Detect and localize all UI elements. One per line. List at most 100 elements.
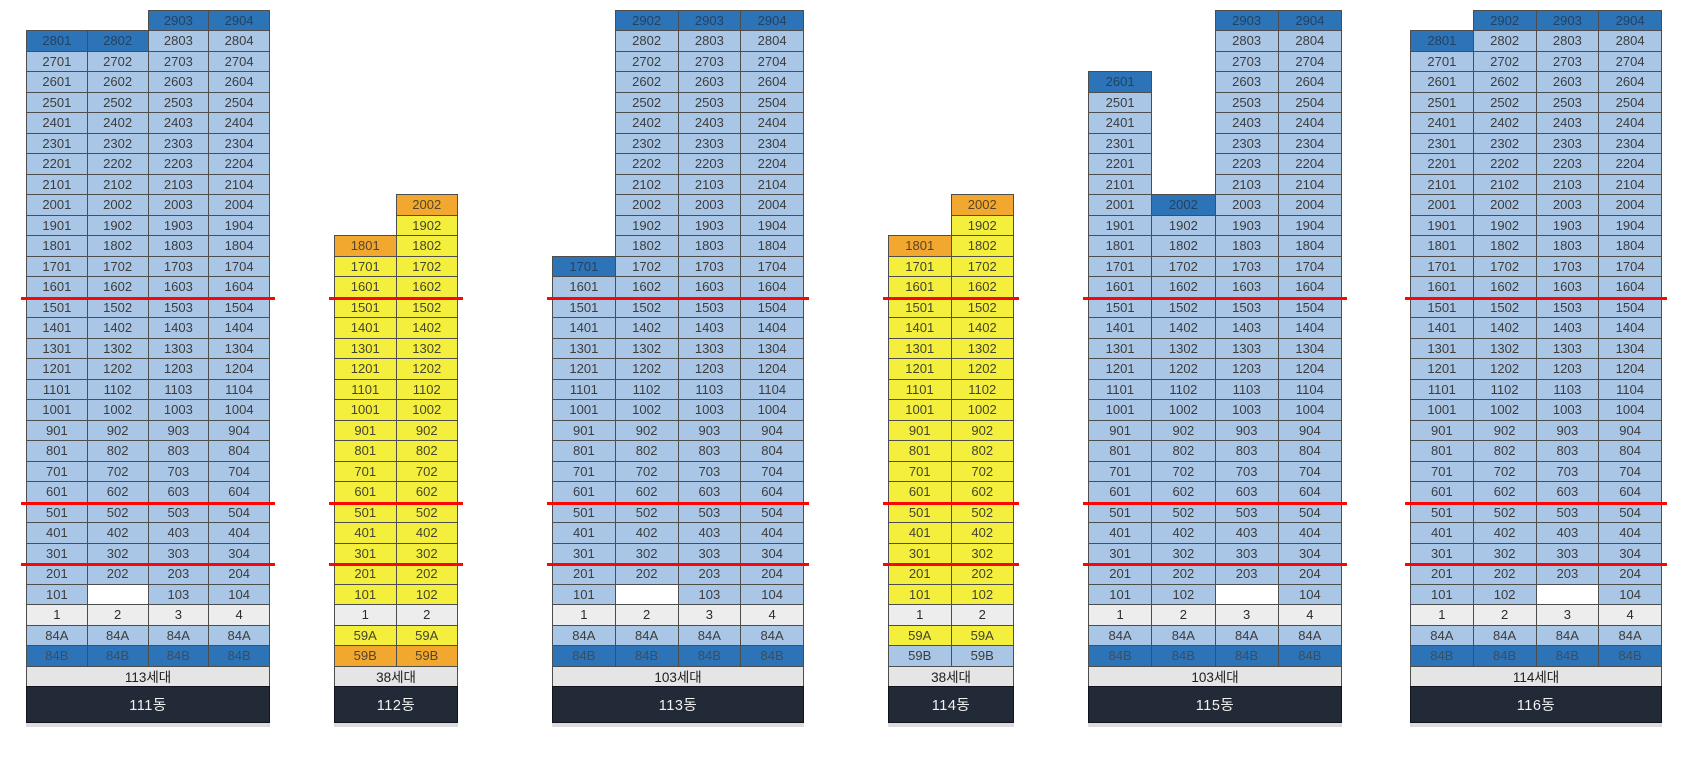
unit-cell-1701[interactable]: 1701 — [1410, 255, 1474, 277]
unit-cell-1501[interactable]: 1501 — [1088, 296, 1153, 318]
unit-cell-802[interactable]: 802 — [614, 440, 679, 462]
unit-cell-101[interactable]: 101 — [26, 583, 88, 605]
unit-cell-2504[interactable]: 2504 — [1598, 91, 1662, 113]
unit-cell-2301[interactable]: 2301 — [1088, 132, 1153, 154]
unit-cell-1001[interactable]: 1001 — [26, 399, 88, 421]
unit-cell-503[interactable]: 503 — [1214, 501, 1279, 523]
unit-cell-701[interactable]: 701 — [888, 460, 952, 482]
unit-cell-703[interactable]: 703 — [1214, 460, 1279, 482]
unit-cell-2401[interactable]: 2401 — [1088, 112, 1153, 134]
unit-cell-1502[interactable]: 1502 — [614, 296, 679, 318]
unit-cell-2502[interactable]: 2502 — [1472, 91, 1537, 113]
unit-cell-502[interactable]: 502 — [614, 501, 679, 523]
unit-cell-2704[interactable]: 2704 — [1598, 50, 1662, 72]
unit-cell-1804[interactable]: 1804 — [740, 235, 804, 257]
unit-cell-1004[interactable]: 1004 — [1598, 399, 1662, 421]
unit-cell-401[interactable]: 401 — [1088, 522, 1153, 544]
unit-cell-1302[interactable]: 1302 — [86, 337, 149, 359]
unit-cell-2704[interactable]: 2704 — [1277, 50, 1342, 72]
unit-cell-2104[interactable]: 2104 — [208, 173, 270, 195]
unit-cell-1302[interactable]: 1302 — [614, 337, 679, 359]
unit-cell-1902[interactable]: 1902 — [950, 214, 1014, 236]
unit-cell-801[interactable]: 801 — [1088, 440, 1153, 462]
unit-cell-1704[interactable]: 1704 — [1598, 255, 1662, 277]
unit-cell-1004[interactable]: 1004 — [1277, 399, 1342, 421]
unit-cell-404[interactable]: 404 — [740, 522, 804, 544]
unit-cell-2402[interactable]: 2402 — [1472, 112, 1537, 134]
unit-cell-1102[interactable]: 1102 — [395, 378, 458, 400]
unit-cell-301[interactable]: 301 — [552, 542, 616, 564]
unit-cell-2203[interactable]: 2203 — [1535, 153, 1600, 175]
unit-cell-1602[interactable]: 1602 — [1472, 276, 1537, 298]
unit-cell-1002[interactable]: 1002 — [950, 399, 1014, 421]
unit-cell-1603[interactable]: 1603 — [677, 276, 742, 298]
unit-cell-804[interactable]: 804 — [1277, 440, 1342, 462]
unit-cell-1104[interactable]: 1104 — [740, 378, 804, 400]
unit-cell-201[interactable]: 201 — [26, 563, 88, 585]
unit-cell-1801[interactable]: 1801 — [1088, 235, 1153, 257]
unit-cell-2204[interactable]: 2204 — [208, 153, 270, 175]
unit-cell-2202[interactable]: 2202 — [1472, 153, 1537, 175]
unit-cell-1004[interactable]: 1004 — [208, 399, 270, 421]
unit-cell-902[interactable]: 902 — [950, 419, 1014, 441]
unit-cell-402[interactable]: 402 — [1472, 522, 1537, 544]
unit-cell-1402[interactable]: 1402 — [1151, 317, 1216, 339]
unit-cell-2503[interactable]: 2503 — [677, 91, 742, 113]
unit-cell-2103[interactable]: 2103 — [147, 173, 210, 195]
unit-cell-804[interactable]: 804 — [1598, 440, 1662, 462]
unit-cell-504[interactable]: 504 — [208, 501, 270, 523]
unit-cell-1201[interactable]: 1201 — [1088, 358, 1153, 380]
unit-cell-1902[interactable]: 1902 — [614, 214, 679, 236]
unit-cell-2401[interactable]: 2401 — [26, 112, 88, 134]
unit-cell-602[interactable]: 602 — [1472, 481, 1537, 503]
unit-cell-2503[interactable]: 2503 — [1535, 91, 1600, 113]
unit-cell-2001[interactable]: 2001 — [1088, 194, 1153, 216]
unit-cell-1104[interactable]: 1104 — [208, 378, 270, 400]
unit-cell-1702[interactable]: 1702 — [614, 255, 679, 277]
unit-cell-402[interactable]: 402 — [395, 522, 458, 544]
unit-cell-1102[interactable]: 1102 — [86, 378, 149, 400]
unit-cell-301[interactable]: 301 — [334, 542, 397, 564]
unit-cell-2002[interactable]: 2002 — [1472, 194, 1537, 216]
unit-cell-2601[interactable]: 2601 — [1088, 71, 1153, 93]
unit-cell-1503[interactable]: 1503 — [1214, 296, 1279, 318]
unit-cell-2703[interactable]: 2703 — [1535, 50, 1600, 72]
unit-cell-804[interactable]: 804 — [740, 440, 804, 462]
unit-cell-1804[interactable]: 1804 — [1598, 235, 1662, 257]
unit-cell-1101[interactable]: 1101 — [334, 378, 397, 400]
unit-cell-2903[interactable]: 2903 — [1535, 9, 1600, 31]
unit-cell-2504[interactable]: 2504 — [208, 91, 270, 113]
unit-cell-1401[interactable]: 1401 — [1410, 317, 1474, 339]
unit-cell-2904[interactable]: 2904 — [1277, 9, 1342, 31]
unit-cell-1503[interactable]: 1503 — [147, 296, 210, 318]
unit-cell-2903[interactable]: 2903 — [1214, 9, 1279, 31]
unit-cell-1802[interactable]: 1802 — [395, 235, 458, 257]
unit-cell-1103[interactable]: 1103 — [147, 378, 210, 400]
unit-cell-2803[interactable]: 2803 — [677, 30, 742, 52]
unit-cell-803[interactable]: 803 — [1535, 440, 1600, 462]
unit-cell-1902[interactable]: 1902 — [395, 214, 458, 236]
unit-cell-603[interactable]: 603 — [147, 481, 210, 503]
unit-cell-901[interactable]: 901 — [26, 419, 88, 441]
unit-cell-802[interactable]: 802 — [950, 440, 1014, 462]
unit-cell-401[interactable]: 401 — [334, 522, 397, 544]
unit-cell-301[interactable]: 301 — [26, 542, 88, 564]
unit-cell-1101[interactable]: 1101 — [26, 378, 88, 400]
unit-cell-1503[interactable]: 1503 — [1535, 296, 1600, 318]
unit-cell-1902[interactable]: 1902 — [86, 214, 149, 236]
unit-cell-2102[interactable]: 2102 — [614, 173, 679, 195]
unit-cell-402[interactable]: 402 — [86, 522, 149, 544]
unit-cell-2702[interactable]: 2702 — [86, 50, 149, 72]
unit-cell-1103[interactable]: 1103 — [1214, 378, 1279, 400]
unit-cell-2904[interactable]: 2904 — [208, 9, 270, 31]
unit-cell-703[interactable]: 703 — [677, 460, 742, 482]
unit-cell-1501[interactable]: 1501 — [1410, 296, 1474, 318]
unit-cell-1901[interactable]: 1901 — [1410, 214, 1474, 236]
unit-cell-1303[interactable]: 1303 — [1535, 337, 1600, 359]
unit-cell-2804[interactable]: 2804 — [740, 30, 804, 52]
unit-cell-1202[interactable]: 1202 — [395, 358, 458, 380]
unit-cell-204[interactable]: 204 — [1598, 563, 1662, 585]
unit-cell-2002[interactable]: 2002 — [395, 194, 458, 216]
unit-cell-1403[interactable]: 1403 — [147, 317, 210, 339]
unit-cell-1002[interactable]: 1002 — [86, 399, 149, 421]
